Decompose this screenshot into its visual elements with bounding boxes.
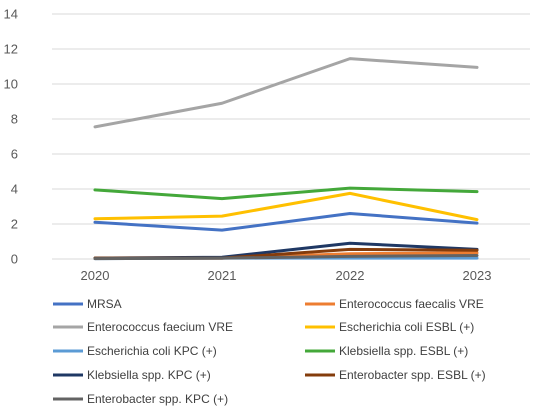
y-tick-label: 4 bbox=[11, 182, 18, 197]
y-tick-label: 12 bbox=[4, 42, 18, 57]
series-line bbox=[93, 186, 479, 201]
legend-label: Escherichia coli KPC (+) bbox=[87, 344, 217, 358]
x-tick-label: 2021 bbox=[208, 268, 237, 283]
legend-label: Klebsiella spp. ESBL (+) bbox=[339, 344, 468, 358]
series-line bbox=[93, 254, 479, 261]
legend-item: Escherichia coli KPC (+) bbox=[53, 344, 217, 358]
x-tick-label: 2022 bbox=[336, 268, 365, 283]
x-tick-label: 2023 bbox=[463, 268, 492, 283]
legend-label: Klebsiella spp. KPC (+) bbox=[87, 368, 211, 382]
y-tick-label: 2 bbox=[11, 217, 18, 232]
y-tick-label: 8 bbox=[11, 112, 18, 127]
series-line bbox=[93, 212, 479, 232]
legend-item: Klebsiella spp. ESBL (+) bbox=[305, 344, 468, 358]
series-line bbox=[93, 191, 479, 222]
legend-label: Enterobacter spp. KPC (+) bbox=[87, 392, 228, 406]
series-lines bbox=[93, 57, 479, 261]
legend-item: Enterobacter spp. ESBL (+) bbox=[305, 368, 486, 382]
legend-item: Enterobacter spp. KPC (+) bbox=[53, 392, 228, 406]
legend-item: MRSA bbox=[53, 297, 122, 311]
series-line bbox=[93, 57, 479, 129]
legend-label: Enterobacter spp. ESBL (+) bbox=[339, 368, 486, 382]
y-axis-tick-labels: 0 2 4 6 8 10 12 14 bbox=[4, 7, 18, 267]
y-tick-label: 6 bbox=[11, 147, 18, 162]
legend-label: Escherichia coli ESBL (+) bbox=[339, 320, 474, 334]
legend-label: Enterococcus faecium VRE bbox=[87, 320, 233, 334]
legend-item: Klebsiella spp. KPC (+) bbox=[53, 368, 211, 382]
legend-label: MRSA bbox=[87, 297, 122, 311]
y-tick-label: 10 bbox=[4, 77, 18, 92]
legend-item: Escherichia coli ESBL (+) bbox=[305, 320, 474, 334]
y-tick-label: 0 bbox=[11, 252, 18, 267]
y-tick-label: 14 bbox=[4, 7, 18, 22]
x-axis-tick-labels: 2020 2021 2022 2023 bbox=[81, 268, 492, 283]
legend: MRSA Enterococcus faecalis VRE Enterococcu… bbox=[53, 297, 486, 406]
x-tick-label: 2020 bbox=[81, 268, 110, 283]
legend-item: Enterococcus faecalis VRE bbox=[305, 297, 484, 311]
legend-label: Enterococcus faecalis VRE bbox=[339, 297, 484, 311]
legend-item: Enterococcus faecium VRE bbox=[53, 320, 233, 334]
